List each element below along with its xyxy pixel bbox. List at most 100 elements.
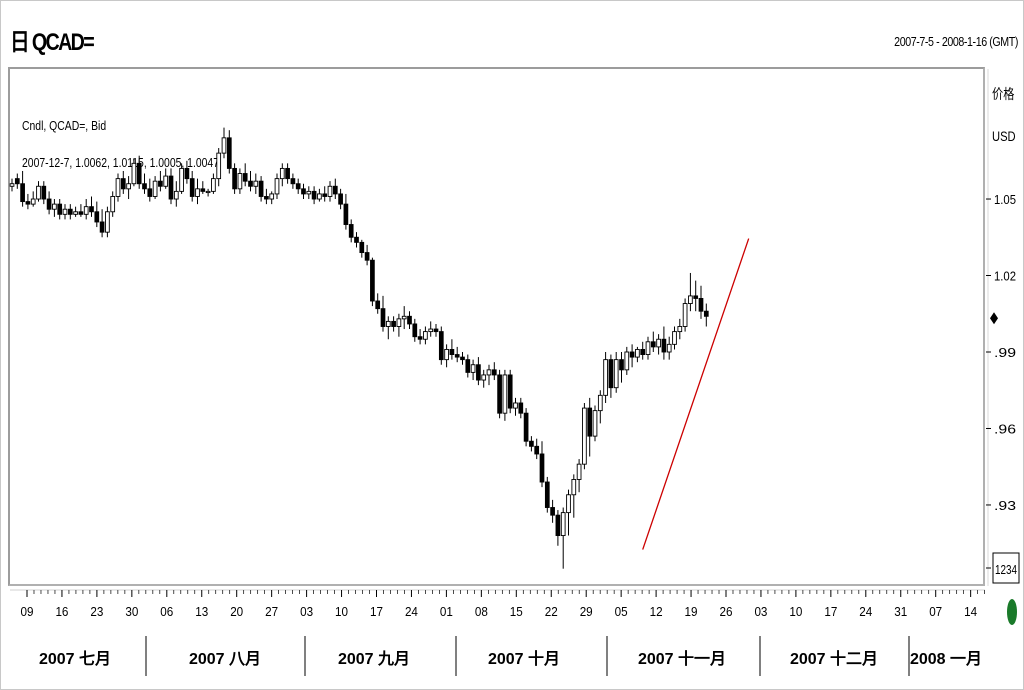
price-tick-label: .99 (994, 345, 1016, 360)
price-axis-label: 价格 (992, 86, 1015, 102)
candle-bullish (306, 190, 312, 195)
date-tick-label: 22 (545, 604, 558, 619)
candle-bearish (698, 298, 704, 312)
month-label: 2008 一月 (910, 650, 982, 668)
candle-bullish (677, 326, 683, 333)
candle-bearish (417, 336, 423, 340)
month-label: 2007 七月 (39, 650, 111, 668)
candle-bearish (120, 178, 126, 190)
candle-bullish (566, 494, 571, 514)
date-tick-label: 26 (720, 604, 733, 619)
candle-bullish (216, 152, 222, 180)
candle-bullish (672, 331, 677, 345)
date-tick-label: 24 (405, 604, 418, 619)
candle-bearish (158, 180, 163, 187)
trendline (642, 238, 750, 550)
candle-bearish (295, 183, 301, 190)
candle-bullish (279, 167, 285, 180)
candle-bullish (486, 369, 492, 376)
candle-bullish (110, 196, 116, 213)
month-label: 2007 九月 (338, 650, 410, 668)
candle-bearish (407, 315, 412, 325)
candle-bullish (274, 178, 280, 195)
candle-bearish (555, 514, 561, 537)
date-tick-label: 14 (964, 604, 977, 619)
candle-bearish (629, 351, 635, 358)
candle-bullish (428, 328, 434, 333)
candle-bearish (465, 359, 471, 373)
candle-bearish (232, 167, 237, 190)
candle-bullish (152, 180, 158, 197)
candle-bullish (195, 188, 200, 197)
candle-bearish (290, 178, 296, 185)
candle-bearish (433, 328, 439, 333)
date-tick-label: 07 (929, 604, 942, 619)
candle-bearish (438, 331, 444, 361)
candle-bearish (41, 185, 47, 200)
candle-bullish (221, 137, 227, 154)
plot-area[interactable] (8, 67, 985, 586)
candle-bullish (253, 180, 259, 187)
value-box (992, 552, 1020, 584)
date-range: 2007-7-5 - 2008-1-16 (GMT) (894, 34, 1018, 49)
candle-bearish (650, 341, 656, 348)
candle-bullish (592, 410, 598, 437)
date-tick-label: 19 (685, 604, 698, 619)
date-tick-label: 15 (510, 604, 523, 619)
candle-bearish (136, 162, 142, 185)
date-tick-label: 10 (335, 604, 348, 619)
candle-bearish (693, 295, 699, 299)
candle-bullish (688, 295, 693, 305)
candle-bearish (14, 178, 20, 185)
price-tick-label: 1.02 (994, 269, 1016, 284)
candle-bullish (131, 162, 137, 185)
candle-bearish (354, 236, 359, 243)
candle-bullish (211, 178, 216, 192)
month-label: 2007 八月 (189, 650, 261, 668)
page-title: 日 QCAD= (10, 29, 95, 56)
candle-bullish (385, 320, 391, 327)
candle-bullish (423, 331, 428, 340)
candle-bullish (73, 211, 78, 215)
date-tick-label: 09 (21, 604, 34, 619)
candle-bullish (624, 351, 630, 371)
date-tick-label: 05 (615, 604, 628, 619)
candle-bearish (20, 183, 25, 203)
date-tick-label: 12 (650, 604, 663, 619)
candle-bearish (619, 359, 624, 371)
month-label: 2007 十二月 (790, 649, 878, 668)
candle-bearish (587, 407, 593, 437)
candle-bearish (380, 308, 386, 327)
candle-bearish (189, 178, 195, 197)
price-tick-label: .96 (994, 421, 1016, 436)
month-label: 2007 十月 (488, 649, 560, 668)
candle-bearish (497, 374, 502, 414)
candle-bearish (449, 348, 455, 355)
candle-bullish (645, 341, 651, 355)
candle-bearish (348, 224, 354, 238)
date-tick-label: 06 (160, 604, 173, 619)
candle-bearish (338, 193, 343, 205)
candle-bullish (237, 173, 243, 190)
candle-bearish (507, 374, 513, 409)
candle-bullish (179, 167, 184, 192)
candle-bearish (454, 354, 460, 358)
candle-bearish (142, 183, 147, 190)
candle-bearish (147, 188, 153, 197)
candle-bullish (635, 348, 640, 358)
candle-bullish (62, 208, 68, 215)
date-tick-label: 01 (440, 604, 453, 619)
candle-bearish (89, 206, 94, 213)
date-tick-label: 16 (55, 604, 68, 619)
x-axis: 09 16 23 30 06 13 20 27 03 10 17 24 01 08 15 22 29 05 12 19… (10, 589, 985, 676)
date-tick-label: 30 (125, 604, 138, 619)
status-indicator (1007, 599, 1017, 625)
candle-bullish (560, 512, 566, 537)
candle-bearish (258, 180, 264, 197)
candle-bullish (444, 348, 449, 361)
candle-bullish (513, 402, 518, 409)
candle-bullish (205, 190, 211, 194)
candle-bearish (539, 453, 545, 483)
candle-bullish (83, 206, 89, 215)
